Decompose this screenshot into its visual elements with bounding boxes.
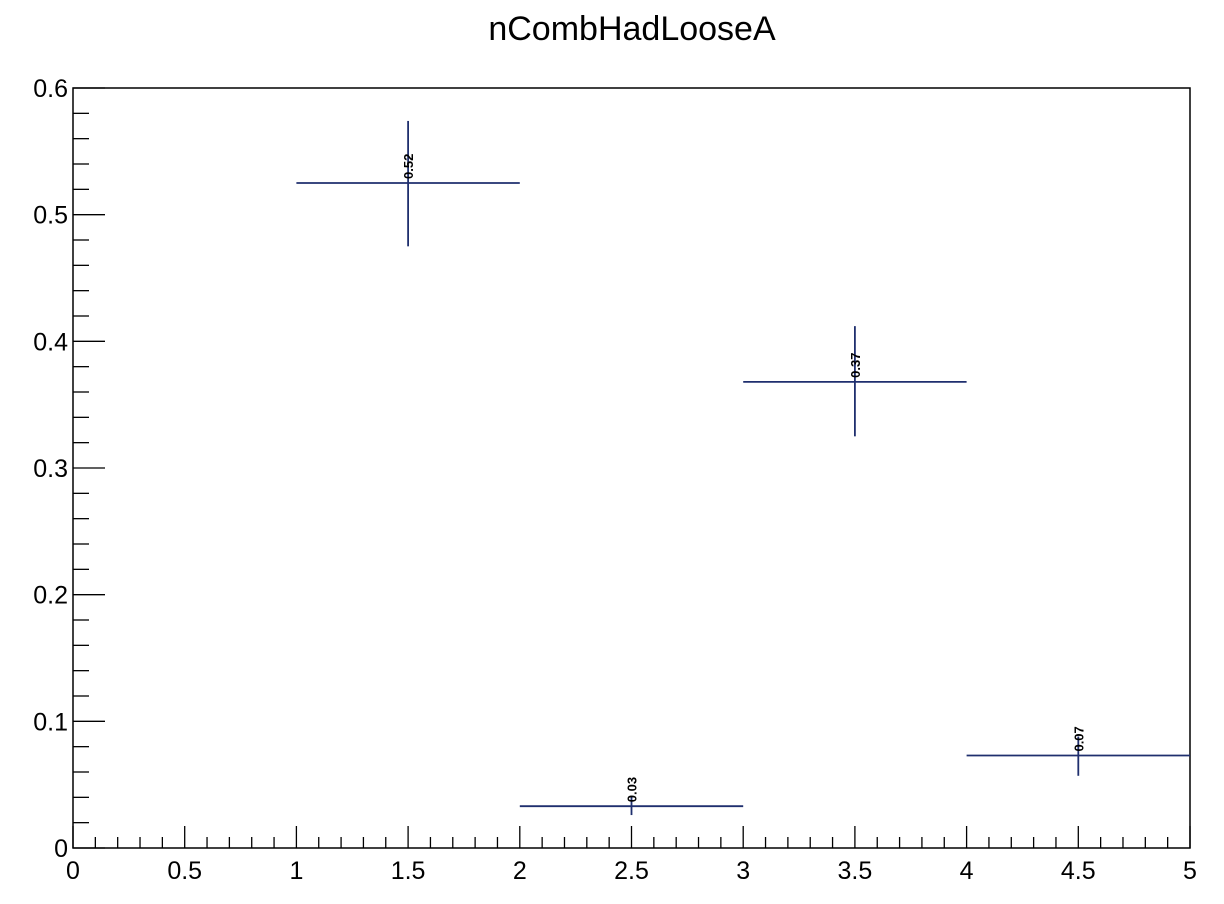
- x-tick-label: 3.5: [838, 857, 873, 885]
- x-tick-label: 1: [289, 857, 303, 885]
- x-tick-label: 0.5: [167, 857, 202, 885]
- data-point: 0.37: [743, 326, 967, 437]
- data-label: 0.52: [401, 154, 416, 179]
- data-label: 0.37: [848, 353, 863, 378]
- y-tick-label: 0.3: [33, 455, 68, 483]
- chart-title: nCombHadLooseA: [488, 10, 776, 48]
- data-point: 0.07: [966, 726, 1190, 776]
- data-label: 0.07: [1071, 726, 1086, 751]
- x-tick-label: 1.5: [391, 857, 426, 885]
- x-axis: 0 0.5 1 1.5 2 2.5 3 3.5 4 4.5 5: [66, 826, 1197, 885]
- y-tick-label: 0.2: [33, 582, 68, 610]
- x-tick-label: 0: [66, 857, 80, 885]
- x-tick-label: 5: [1183, 857, 1197, 885]
- y-tick-label: 0: [54, 835, 68, 863]
- x-tick-label: 2.5: [614, 857, 649, 885]
- data-points: 0.52 0.03 0.37 0.07: [296, 120, 1190, 816]
- x-tick-label: 4.5: [1061, 857, 1096, 885]
- y-axis: 0 0.1 0.2 0.3 0.4 0.5 0.6: [33, 75, 105, 863]
- y-tick-label: 0.1: [33, 708, 68, 736]
- x-tick-label: 2: [513, 857, 527, 885]
- data-point: 0.52: [296, 120, 520, 247]
- plot-frame: [72, 87, 1191, 849]
- data-label: 0.03: [625, 777, 640, 802]
- x-tick-label: 4: [960, 857, 974, 885]
- y-tick-label: 0.4: [33, 328, 68, 356]
- x-tick-label: 3: [736, 857, 750, 885]
- y-tick-label: 0.5: [33, 202, 68, 230]
- y-tick-label: 0.6: [33, 75, 68, 103]
- data-point: 0.03: [519, 777, 744, 816]
